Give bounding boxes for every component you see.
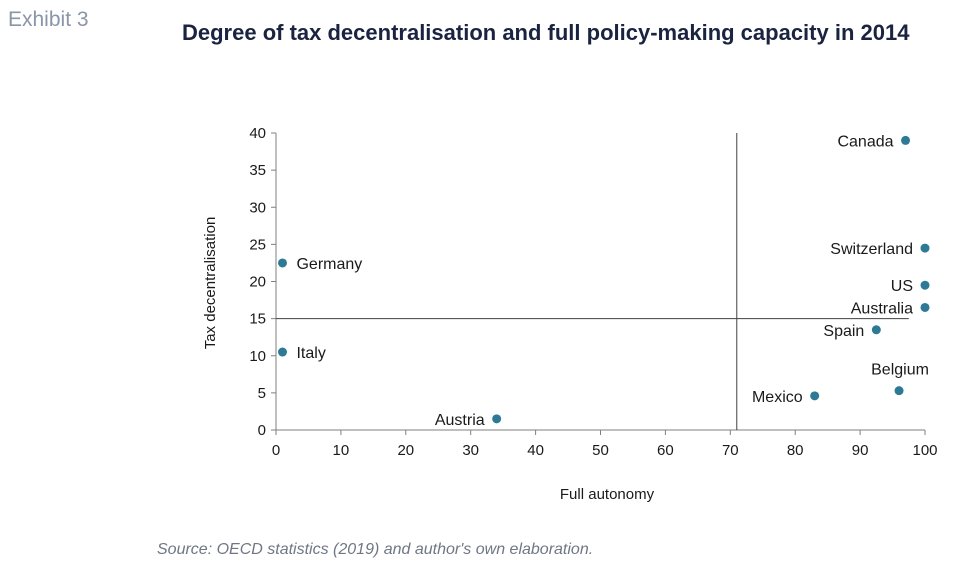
x-tick-label: 60 (657, 442, 674, 459)
x-tick-label: 10 (333, 442, 350, 459)
y-tick-label: 40 (249, 125, 266, 142)
x-tick-label: 100 (912, 442, 937, 459)
y-tick-label: 35 (249, 162, 266, 179)
x-tick-label: 20 (397, 442, 414, 459)
x-tick-label: 0 (272, 442, 280, 459)
data-point-spain (871, 325, 881, 335)
x-tick-label: 80 (787, 442, 804, 459)
data-point-austria (492, 414, 502, 424)
y-tick-label: 5 (258, 385, 266, 402)
data-label-canada: Canada (837, 133, 893, 150)
y-tick-label: 25 (249, 236, 266, 253)
y-axis-label: Tax decentralisation (202, 217, 219, 350)
data-label-spain: Spain (823, 323, 864, 340)
data-point-switzerland (920, 243, 930, 253)
data-label-germany: Germany (296, 256, 362, 273)
data-point-us (920, 280, 930, 290)
data-label-belgium: Belgium (871, 362, 929, 379)
data-label-mexico: Mexico (752, 389, 803, 406)
axes: 0 5 10 15 20 25 30 35 40 0 10 20 30 40 50 60 70 80 90 100 (249, 125, 937, 459)
y-tick-label: 30 (249, 199, 266, 216)
x-tick-label: 50 (592, 442, 609, 459)
x-axis-label: Full autonomy (560, 486, 655, 503)
y-tick-label: 15 (249, 311, 266, 328)
y-tick-label: 0 (258, 422, 266, 439)
data-label-us: US (891, 278, 913, 295)
data-point-australia (920, 302, 930, 312)
x-tick-label: 30 (462, 442, 479, 459)
data-point-belgium (894, 386, 904, 396)
data-point-canada (901, 135, 911, 145)
y-tick-label: 10 (249, 348, 266, 365)
data-point-italy (277, 347, 287, 357)
data-label-austria: Austria (435, 412, 485, 429)
exhibit-label: Exhibit 3 (8, 8, 89, 31)
data-label-switzerland: Switzerland (830, 241, 913, 258)
y-tick-label: 20 (249, 274, 266, 291)
data-label-australia: Australia (851, 300, 913, 317)
x-tick-label: 70 (722, 442, 739, 459)
data-point-germany (277, 258, 287, 268)
data-label-italy: Italy (296, 345, 325, 362)
x-tick-label: 90 (852, 442, 869, 459)
source-note: Source: OECD statistics (2019) and autho… (157, 541, 594, 558)
data-point-mexico (810, 391, 820, 401)
x-tick-label: 40 (527, 442, 544, 459)
data-points: Canada Switzerland US Australia Spain Belgium… (277, 133, 930, 429)
chart-title: Degree of tax decentralisation and full … (182, 20, 910, 45)
reference-lines (276, 133, 909, 430)
